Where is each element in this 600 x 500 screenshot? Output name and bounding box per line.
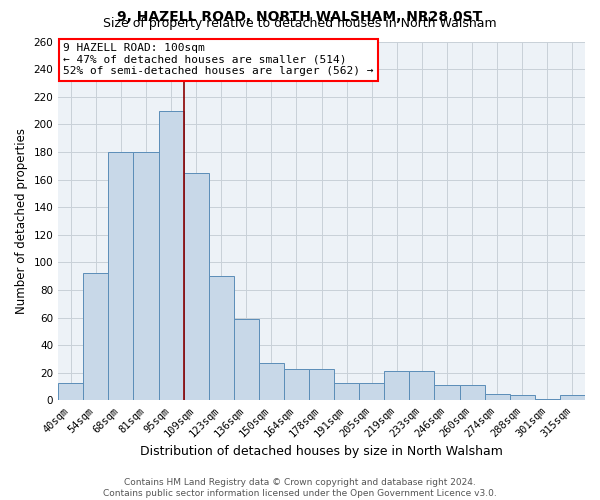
Bar <box>510 395 535 400</box>
Bar <box>259 363 284 401</box>
Bar <box>58 382 83 400</box>
Bar <box>485 394 510 400</box>
Text: Contains HM Land Registry data © Crown copyright and database right 2024.
Contai: Contains HM Land Registry data © Crown c… <box>103 478 497 498</box>
Bar <box>309 368 334 400</box>
Text: 9, HAZELL ROAD, NORTH WALSHAM, NR28 0ST: 9, HAZELL ROAD, NORTH WALSHAM, NR28 0ST <box>118 10 482 24</box>
Bar <box>83 274 109 400</box>
Bar <box>133 152 158 400</box>
Bar <box>209 276 234 400</box>
Text: Size of property relative to detached houses in North Walsham: Size of property relative to detached ho… <box>103 18 497 30</box>
Bar <box>234 319 259 400</box>
Bar <box>184 172 209 400</box>
Bar <box>359 382 385 400</box>
X-axis label: Distribution of detached houses by size in North Walsham: Distribution of detached houses by size … <box>140 444 503 458</box>
Bar <box>560 395 585 400</box>
Y-axis label: Number of detached properties: Number of detached properties <box>15 128 28 314</box>
Text: 9 HAZELL ROAD: 100sqm
← 47% of detached houses are smaller (514)
52% of semi-det: 9 HAZELL ROAD: 100sqm ← 47% of detached … <box>64 44 374 76</box>
Bar <box>434 386 460 400</box>
Bar <box>535 399 560 400</box>
Bar <box>409 372 434 400</box>
Bar <box>460 386 485 400</box>
Bar <box>284 368 309 400</box>
Bar <box>334 382 359 400</box>
Bar <box>158 110 184 401</box>
Bar <box>109 152 133 400</box>
Bar <box>385 372 409 400</box>
